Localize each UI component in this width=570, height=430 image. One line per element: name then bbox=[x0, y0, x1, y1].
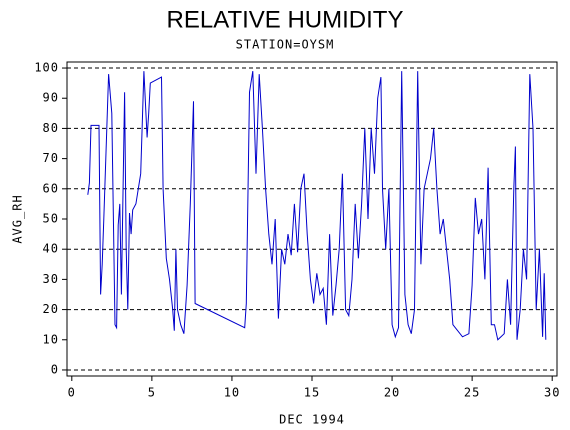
x-tick-label: 20 bbox=[384, 386, 400, 400]
y-tick-label: 30 bbox=[43, 272, 59, 286]
x-tick-label: 25 bbox=[464, 386, 480, 400]
y-axis-label: AVG_RH bbox=[11, 194, 25, 243]
x-tick-label: 10 bbox=[224, 386, 240, 400]
y-tick-label: 100 bbox=[34, 61, 59, 75]
y-tick-label: 60 bbox=[43, 181, 59, 195]
y-tick-label: 70 bbox=[43, 151, 59, 165]
y-tick-label: 90 bbox=[43, 91, 59, 105]
y-tick-label: 20 bbox=[43, 302, 59, 316]
data-line bbox=[87, 71, 547, 341]
x-axis-label: DEC 1994 bbox=[279, 413, 345, 427]
y-tick-label: 40 bbox=[43, 242, 59, 256]
x-tick-label: 15 bbox=[304, 386, 320, 400]
chart-title: RELATIVE HUMIDITY bbox=[167, 6, 404, 33]
y-tick-label: 0 bbox=[51, 362, 59, 376]
x-tick-label: 0 bbox=[68, 386, 76, 400]
y-tick-label: 50 bbox=[43, 212, 59, 226]
x-tick-label: 5 bbox=[148, 386, 156, 400]
plot-frame bbox=[66, 61, 558, 377]
chart-subtitle: STATION=OYSM bbox=[236, 38, 335, 52]
x-tick-label: 30 bbox=[544, 386, 560, 400]
y-tick-label: 10 bbox=[43, 332, 59, 346]
y-tick-label: 80 bbox=[43, 121, 59, 135]
